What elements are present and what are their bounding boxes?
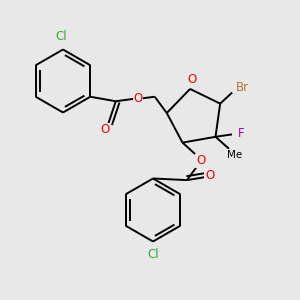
Text: O: O [134, 92, 143, 105]
Text: Cl: Cl [56, 29, 67, 43]
Text: O: O [101, 123, 110, 136]
Text: Me: Me [227, 150, 243, 160]
Text: O: O [196, 154, 205, 167]
Text: Br: Br [236, 81, 249, 94]
Text: O: O [187, 74, 196, 86]
Text: O: O [205, 169, 214, 182]
Text: Cl: Cl [147, 248, 159, 261]
Text: F: F [238, 127, 244, 140]
